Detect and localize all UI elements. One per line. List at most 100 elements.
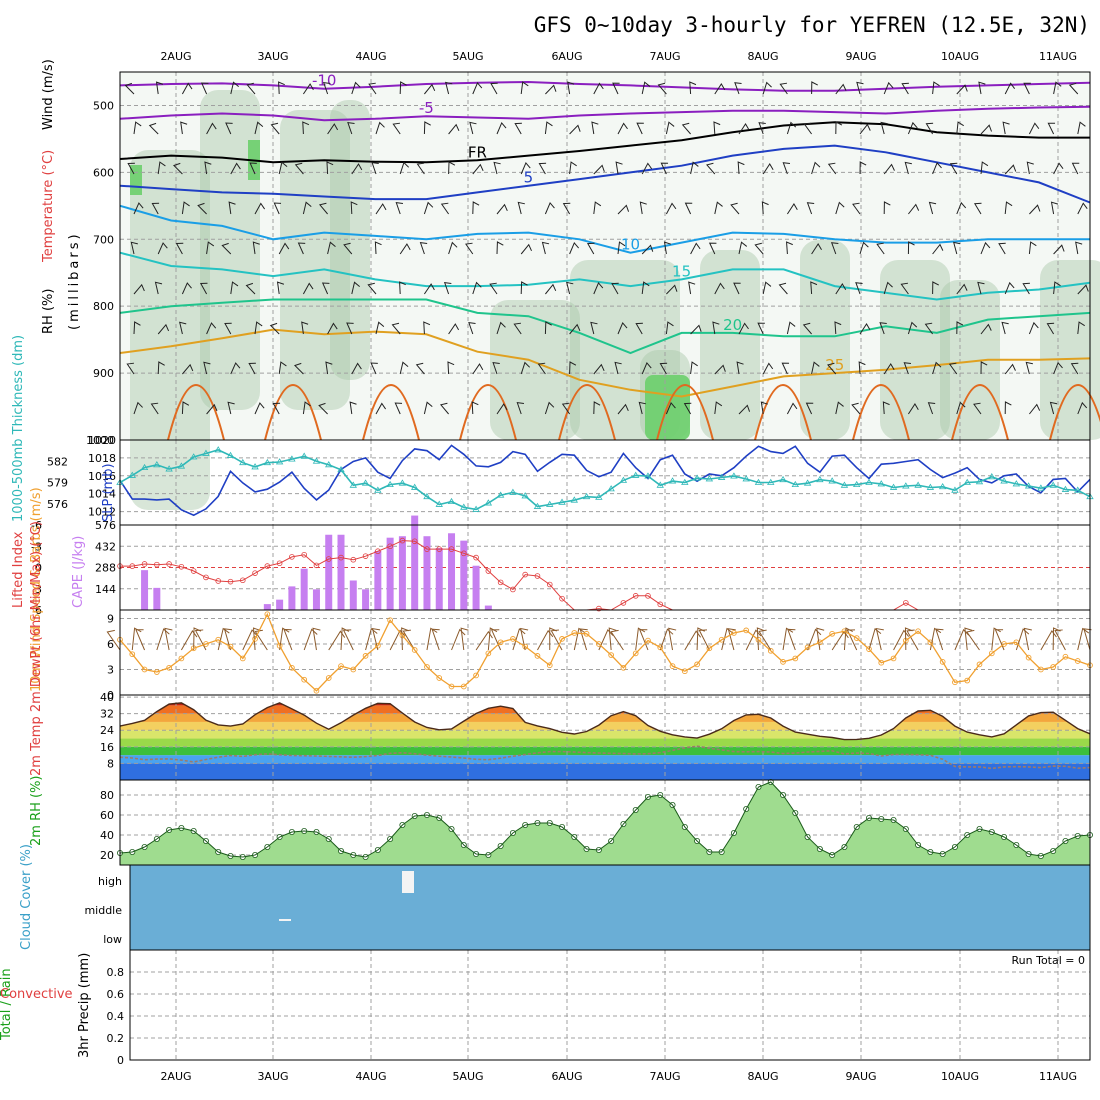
surface-wind-barb [966,629,980,651]
surface-wind-barb [758,629,772,651]
wind-barb [227,401,235,415]
wind-barb [1053,162,1064,175]
wind-barb [124,82,135,95]
wind-barb [416,162,425,175]
cape-bar [312,589,320,610]
upper-temperature-label: Temperature (°C) [41,150,56,263]
surface-wind-barb [312,627,321,651]
date-label-bottom: 5AUG [452,1070,483,1083]
surface-wind-barb [303,628,318,651]
surface-wind-barb [156,628,170,651]
surface-wind-barb [991,627,1001,651]
panel-backgrounds [120,72,1100,1061]
wind-barb [228,201,236,215]
wind-barb [907,402,919,415]
wind-barb [811,242,822,255]
wind-tick-label: 6 [107,638,114,651]
wind-barb [276,281,285,295]
wind-barb [1028,321,1039,335]
wind-barb [1068,82,1079,95]
surface-wind-barb [846,629,858,651]
wind-barb [973,202,982,215]
wind-barb [706,162,716,175]
wind-speed-point [411,647,418,653]
surface-wind-barb [164,627,173,651]
temperature-color-bands [120,702,1090,780]
cape-bar [386,537,394,610]
wind-barb [294,162,304,175]
wind-barb [468,322,476,335]
wind-barb [569,124,581,135]
isotherm-label: 10 [621,236,640,254]
wind-barb [883,281,893,295]
wind-speed-point [878,659,885,666]
thickness-tick-label: 582 [47,455,68,468]
wind-barb [278,361,287,375]
wind-barb [778,282,788,295]
wind-barb [520,361,531,375]
lifted-index-axis-label: Lifted Index [11,531,26,608]
wind-barb [293,362,304,375]
wind-barb [593,201,602,215]
cape-bar [435,548,443,610]
rh-tick-label: 60 [100,809,114,822]
wind-barb [1028,122,1040,135]
rh-shading [700,250,760,440]
wind-barb [805,402,814,415]
wind-barb [471,401,479,415]
surface-wind-barb [490,629,502,651]
wind-barb [978,81,986,95]
wind-barb [569,361,577,375]
wind-barb [641,362,652,375]
surface-wind-barb [893,629,910,651]
wind-barb [472,82,483,95]
wind-barb [448,123,460,135]
surface-wind-barb [217,627,230,651]
wind-barb [738,241,748,255]
wind-barb [690,361,698,375]
lifted-index-point [485,568,492,574]
wind-barb [665,202,677,215]
wind-barb [133,283,145,295]
surface-wind-barb [721,627,734,651]
surface-wind-barb [252,627,261,651]
wind-barb [1050,201,1059,215]
cape-bar [325,534,333,610]
cloud-cell [402,871,414,893]
surface-wind-barb [180,630,198,651]
temperature-band [120,721,1090,731]
wind-barb [181,201,190,215]
wind-barb [762,362,774,375]
wind-barb [786,402,798,415]
wind-speed-point [166,664,172,671]
wind-barb [399,81,407,95]
wind-speed-point [817,639,823,646]
wind-speed-point [620,664,627,671]
surface-wind-barb [745,629,762,651]
surface-wind-barb [519,627,529,651]
wind-barb [254,321,263,335]
wind-barb [157,242,168,255]
upper-rh-label: RH (%) [41,289,56,334]
wind-barb [956,201,967,215]
wind-barb [351,281,360,295]
wind-barb [636,122,644,135]
wind-barb [545,84,557,95]
surface-wind-barb [475,630,493,651]
surface-wind-barb [223,628,233,651]
wind-barb [760,401,768,415]
wind-barb [133,202,144,215]
isotherm-label: FR [468,143,487,161]
wind-speed-point [264,611,271,618]
wind-speed-point [203,641,209,647]
lifted-index-point [903,600,909,606]
cape-bar [423,536,431,610]
slp-axis-label: SLP (mb) [101,463,116,522]
surface-isotherm-arc [754,384,812,441]
wind-speed-point [915,628,921,635]
wind-barb [810,281,818,295]
wind-barb [802,322,812,335]
wind-barb [206,241,215,255]
surface-wind-barb [935,628,944,651]
wind-barb [762,281,772,295]
